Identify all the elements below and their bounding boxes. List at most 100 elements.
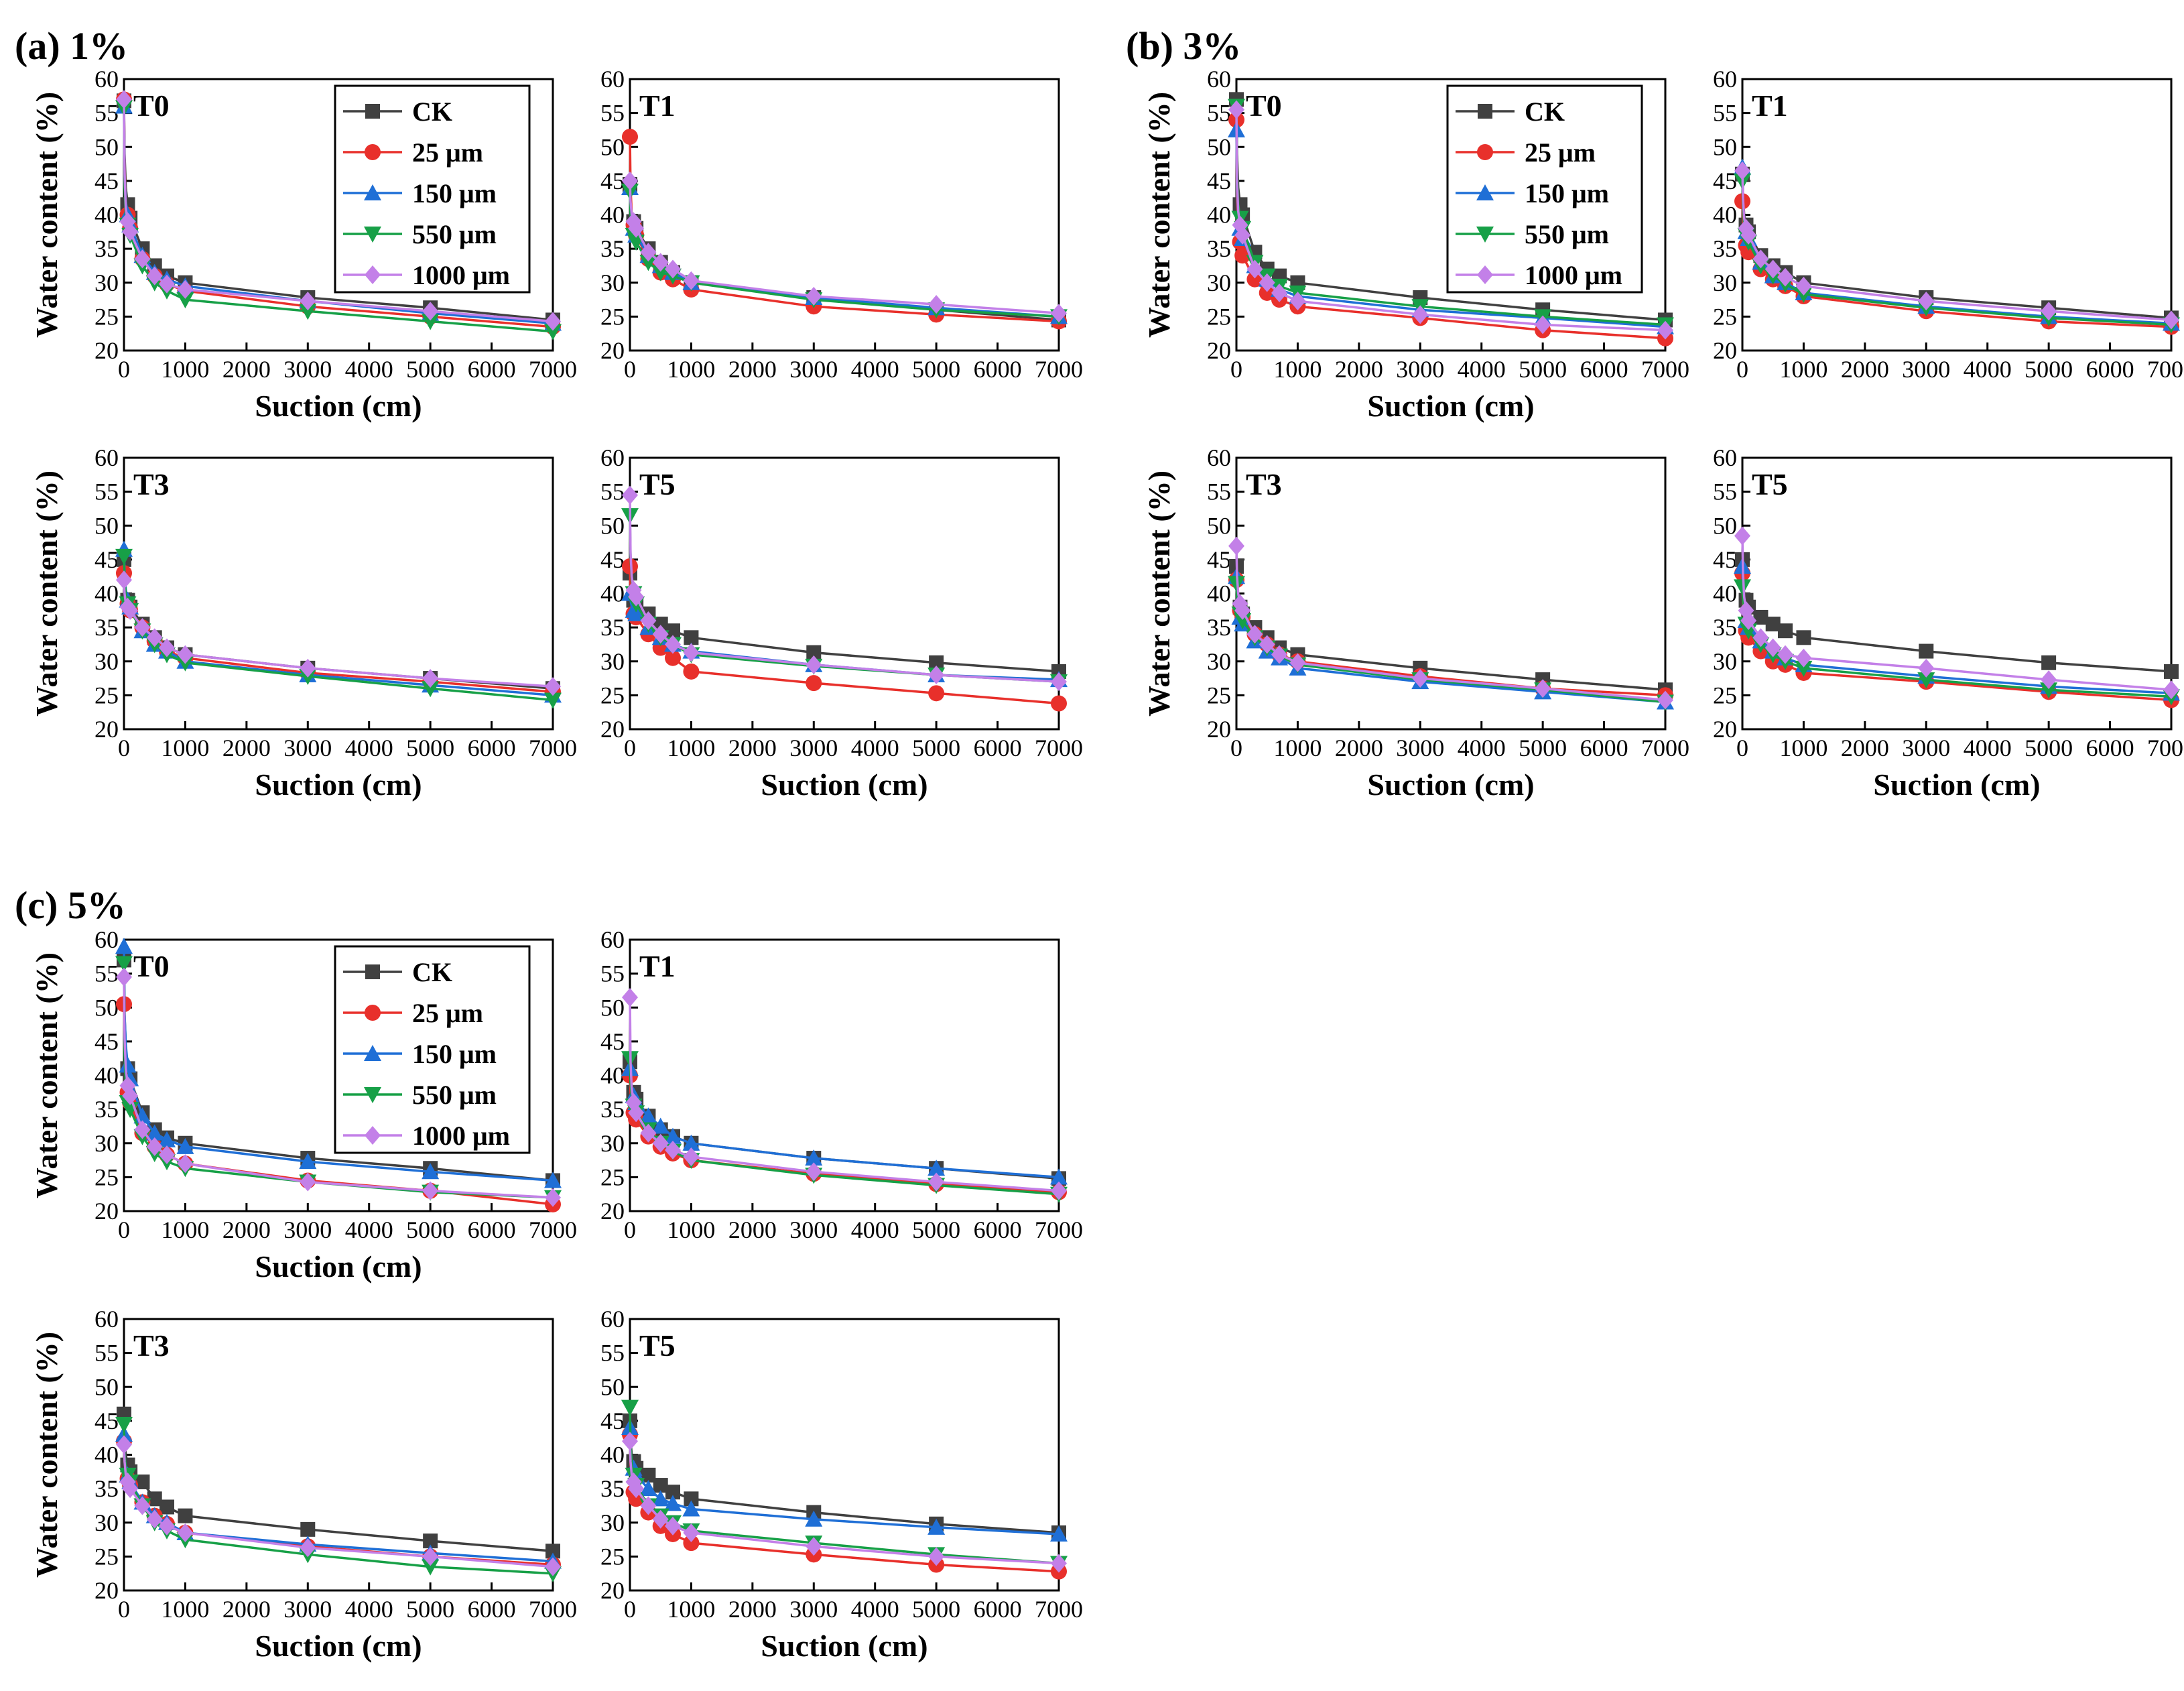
x-tick-label: 7000 [1641,735,1689,761]
data-point-1000-m [2163,680,2179,700]
y-axis-title: Water content (%) [1142,92,1176,338]
y-tick-label: 45 [94,546,119,573]
x-tick-label: 4000 [345,356,393,383]
x-tick-label: 7000 [529,1216,577,1243]
legend-label-1000-m: 1000 μm [1525,260,1622,290]
x-tick-label: 7000 [2147,356,2184,383]
data-point-1000-m [545,312,561,331]
x-tick-label: 2000 [728,1216,777,1243]
legend-marker-25-m [1477,144,1493,160]
series-line-1000-m [629,997,1059,1192]
y-tick-label: 20 [94,1577,119,1604]
y-tick-label: 60 [94,926,119,953]
data-point-150-m [664,1127,682,1144]
x-tick-label: 6000 [2086,735,2134,761]
data-point-1000-m [628,218,645,238]
data-point-25-m [665,649,681,666]
y-tick-label: 60 [600,926,625,953]
data-point-1000-m [1740,611,1757,630]
data-point-1000-m [1535,679,1551,698]
data-point-1000-m [177,279,194,299]
y-axis-title: Water content (%) [29,92,64,338]
series-line-1000-m [1741,536,2172,692]
y-tick-label: 50 [600,994,625,1021]
data-point-1000-m [652,253,669,272]
x-tick-label: 1000 [161,735,209,761]
legend-label-25-m: 25 μm [1525,137,1596,168]
series-line-1000-m [1235,109,1666,332]
data-point-1000-m [134,618,151,637]
y-tick-label: 20 [600,337,625,364]
chart-c-5-t3: 20 25 30 35 40 45 50 55 60 0 1000 2000 3000 4000 5000 6… [29,1306,577,1663]
data-point-1000-m [1764,259,1781,279]
group-label-a-1: (a) 1% [15,24,128,68]
y-tick-label: 20 [94,337,119,364]
x-tick-label: 0 [118,356,130,383]
data-point-1000-m [652,625,669,644]
data-point-25-m [806,675,822,692]
data-point-1000-m [134,1120,151,1139]
y-tick-label: 30 [1713,648,1737,675]
y-tick-label: 45 [600,1407,625,1434]
data-point-550-m [422,314,440,330]
data-point-1000-m [177,1154,194,1174]
data-point-1000-m [146,1137,163,1156]
x-tick-label: 5000 [912,1216,960,1243]
data-point-1000-m [300,1538,316,1558]
data-point-1000-m [1228,536,1244,556]
y-tick-label: 40 [600,580,625,607]
y-tick-label: 20 [600,1198,625,1225]
y-tick-label: 30 [1207,648,1231,675]
plot-frame [629,78,1060,352]
data-point-1000-m [1777,645,1793,664]
panel-label-t1: T1 [639,949,676,983]
y-tick-label: 45 [1207,168,1231,194]
x-tick-label: 7000 [529,1596,577,1623]
legend-label-1000-m: 1000 μm [412,260,510,290]
x-axis-title: Suction (cm) [1873,767,2040,802]
legend-label-ck: CK [412,957,452,987]
legend-label-150-m: 150 μm [412,1039,497,1069]
x-tick-label: 4000 [1964,735,2012,761]
y-tick-label: 25 [94,303,119,330]
legend-marker-550-m [364,227,381,243]
x-tick-label: 2000 [1335,735,1383,761]
y-tick-label: 55 [94,1340,119,1367]
y-tick-label: 40 [94,1062,119,1089]
data-point-ck [641,1467,656,1483]
data-point-550-m [1734,579,1751,596]
y-tick-label: 50 [94,1373,119,1400]
x-tick-label: 2000 [728,1596,777,1623]
data-point-1000-m [806,1162,822,1182]
legend-marker-ck [1478,104,1492,119]
data-point-1000-m [1051,672,1067,692]
data-point-ck [545,1544,560,1559]
data-point-550-m [115,956,133,973]
data-point-1000-m [1271,645,1287,664]
y-tick-label: 50 [1207,512,1231,539]
data-point-1000-m [422,1181,439,1200]
chart-c-5-t1: 20 25 30 35 40 45 50 55 60 0 1000 2000 3000 4000 5000 6… [600,926,1083,1243]
y-tick-label: 30 [1207,269,1231,296]
y-tick-label: 30 [94,1509,119,1536]
x-tick-label: 4000 [1458,356,1506,383]
y-tick-label: 55 [1713,100,1737,127]
data-point-1000-m [665,635,681,654]
data-point-1000-m [122,601,139,620]
series-line-1000-m [123,977,554,1199]
data-point-1000-m [652,1133,669,1153]
y-tick-label: 30 [94,1130,119,1157]
legend-box [1446,84,1643,294]
y-tick-label: 60 [600,66,625,92]
data-point-1000-m [1234,225,1251,245]
data-point-ck [665,1485,680,1500]
data-point-ck [806,645,822,660]
series-line-1000-m [123,99,554,323]
y-tick-label: 20 [1713,337,1737,364]
chart-b-3-t0: 20 25 30 35 40 45 50 55 60 0 1000 2000 3000 4000 5000 6… [1142,66,1689,423]
x-tick-label: 1000 [667,356,715,383]
y-tick-label: 35 [94,235,119,262]
y-tick-label: 25 [94,1164,119,1190]
y-tick-label: 25 [94,1543,119,1570]
data-point-1000-m [1234,601,1251,620]
